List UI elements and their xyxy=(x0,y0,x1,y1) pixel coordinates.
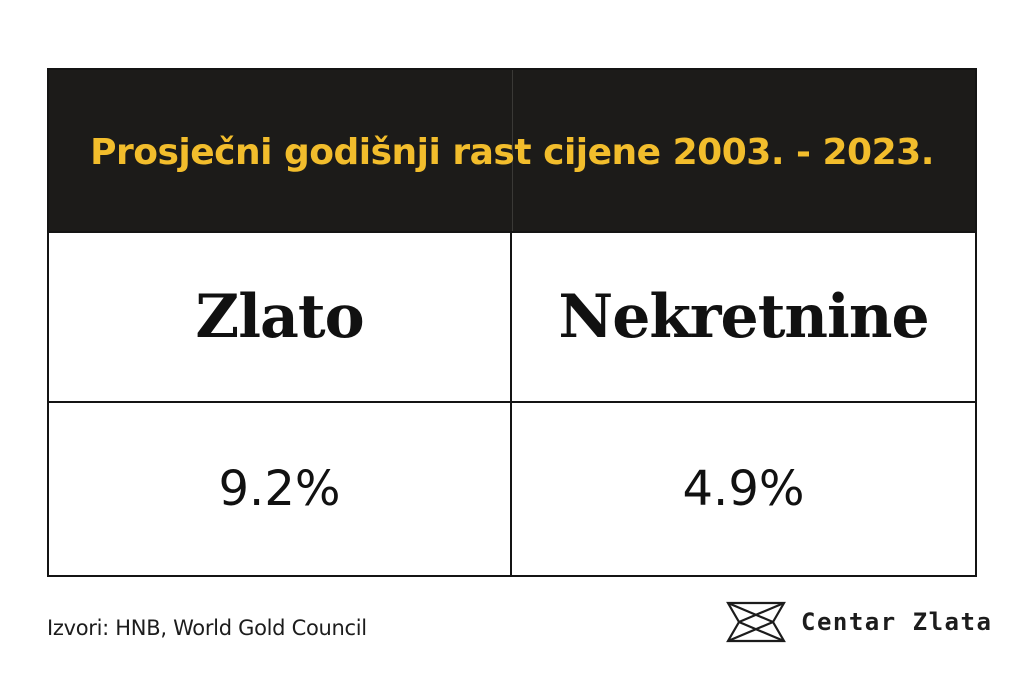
value-real-estate: 4.9% xyxy=(682,461,805,517)
gold-bar-logo-icon xyxy=(726,601,786,643)
cell-real-estate-name: Nekretnine xyxy=(512,233,975,401)
brand-name: Centar Zlata xyxy=(801,608,993,636)
cell-gold-value: 9.2% xyxy=(49,403,512,575)
table-header: Prosječni godišnji rast cijene 2003. - 2… xyxy=(49,70,975,231)
value-gold: 9.2% xyxy=(218,461,341,517)
values-row: 9.2% 4.9% xyxy=(49,403,975,575)
header-divider xyxy=(512,70,513,231)
source-note: Izvori: HNB, World Gold Council xyxy=(47,616,367,640)
growth-table: Prosječni godišnji rast cijene 2003. - 2… xyxy=(47,68,977,577)
cell-gold-name: Zlato xyxy=(49,233,512,401)
table-title: Prosječni godišnji rast cijene 2003. - 2… xyxy=(90,132,934,173)
column-label-gold: Zlato xyxy=(195,282,364,352)
brand: Centar Zlata xyxy=(725,600,992,644)
column-label-real-estate: Nekretnine xyxy=(558,282,929,352)
cell-real-estate-value: 4.9% xyxy=(512,403,975,575)
names-row: Zlato Nekretnine xyxy=(49,231,975,403)
